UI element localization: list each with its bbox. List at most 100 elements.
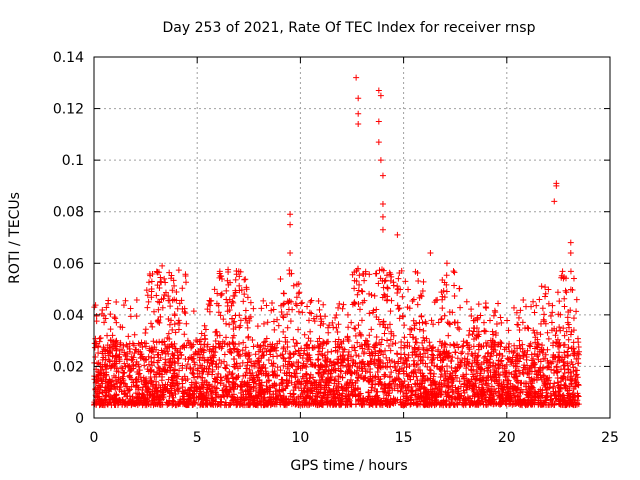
data-point [413,351,420,358]
data-point [316,306,323,313]
data-point [122,297,129,304]
data-point [495,300,502,307]
data-point [544,329,551,336]
data-point [420,278,427,285]
data-point [499,362,506,369]
data-point [132,390,139,397]
data-point [451,293,458,300]
data-point [559,268,566,275]
data-point [533,343,540,350]
data-point [121,369,128,376]
data-point [170,400,177,407]
data-point [398,339,405,346]
data-point [575,339,582,346]
data-point [355,95,362,102]
data-point [155,306,162,313]
data-point [279,313,286,320]
data-point [126,373,133,380]
data-point [457,304,464,311]
data-point [287,211,294,218]
data-point [381,373,388,380]
data-point [333,311,340,318]
data-point [229,375,236,382]
data-point [530,327,537,334]
data-point [285,299,292,306]
data-point [116,351,123,358]
data-point [286,267,293,274]
data-point [537,331,544,338]
data-point [291,350,298,357]
data-point [244,359,251,366]
data-point [461,376,468,383]
data-point [443,288,450,295]
data-point [344,311,351,318]
data-point [567,331,574,338]
data-point [517,389,524,396]
data-point [175,267,182,274]
data-point [390,282,397,289]
data-point [436,338,443,345]
data-point [131,331,138,338]
data-point [488,344,495,351]
data-point [97,334,104,341]
data-point [491,307,498,314]
data-point [379,277,386,284]
data-point [171,345,178,352]
data-point [383,354,390,361]
data-point [95,350,102,357]
data-point [575,393,582,400]
data-point [475,301,482,308]
data-point [547,390,554,397]
data-point [336,300,343,307]
data-point [223,320,230,327]
data-point [452,349,459,356]
data-point [533,302,540,309]
data-point [153,373,160,380]
data-point [148,294,155,301]
data-point [121,380,128,387]
data-point [167,303,174,310]
data-point [564,360,571,367]
data-point [335,304,342,311]
data-point [290,282,297,289]
data-point [418,293,425,300]
data-point [175,320,182,327]
data-point [542,381,549,388]
data-point [556,298,563,305]
data-point [561,303,568,310]
data-point [262,338,269,345]
data-point [179,285,186,292]
data-point [570,275,577,282]
data-point [398,267,405,274]
data-point [448,379,455,386]
data-point [351,325,358,332]
x-axis-label: GPS time / hours [290,458,407,474]
data-point [295,308,302,315]
data-point [179,388,186,395]
data-point [153,292,160,299]
data-point [443,260,450,267]
data-point [275,322,282,329]
data-point [120,302,127,309]
data-point [263,335,270,342]
data-point [345,324,352,331]
data-point [567,268,574,275]
data-point [181,331,188,338]
data-point [547,359,554,366]
data-point [324,324,331,331]
data-point [379,226,386,233]
data-point [481,327,488,334]
data-point [485,385,492,392]
data-point [154,351,161,358]
data-point [369,309,376,316]
data-point [382,324,389,331]
data-point [340,301,347,308]
data-point [418,357,425,364]
data-point [284,311,291,318]
data-point [456,326,463,333]
data-point [267,347,274,354]
data-point [441,312,448,319]
y-tick-label: 0.08 [53,205,84,221]
data-point [118,379,125,386]
data-point [204,306,211,313]
